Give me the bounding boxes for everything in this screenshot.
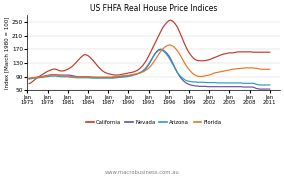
- Y-axis label: Index [March 1980 = 100]: Index [March 1980 = 100]: [4, 17, 9, 89]
- Legend: California, Nevada, Arizona, Florida: California, Nevada, Arizona, Florida: [83, 118, 224, 127]
- Title: US FHFA Real House Price Indices: US FHFA Real House Price Indices: [90, 4, 217, 13]
- Text: www.macrobusiness.com.au: www.macrobusiness.com.au: [105, 170, 179, 175]
